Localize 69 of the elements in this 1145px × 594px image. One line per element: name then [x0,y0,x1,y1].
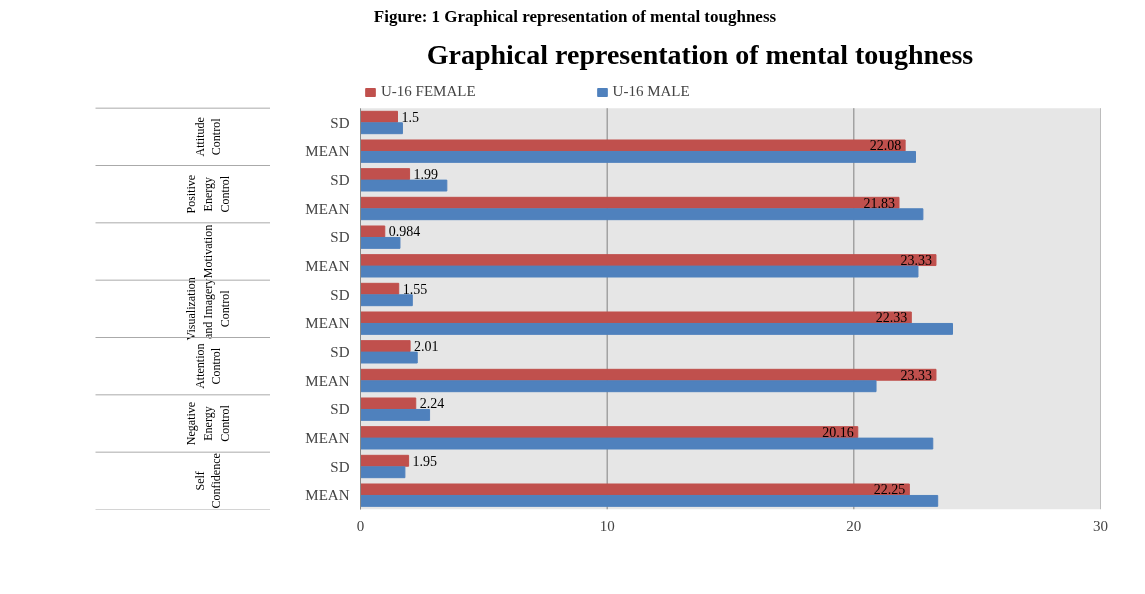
text: Attention Control [192,343,224,389]
legend-label: U-16 MALE [612,83,690,100]
y-tick-label: MEAN [305,257,350,274]
bar [360,110,398,123]
bar [360,208,924,221]
text: Positive Energy Control [184,174,232,214]
data-label: 20.16 [822,425,854,441]
bar [360,351,418,364]
data-label: 22.25 [873,482,906,498]
data-label: 23.33 [900,253,932,269]
bar [360,265,919,278]
text: Negative Energy Control [184,401,232,446]
y-tick-label: SD [330,458,350,475]
x-tick-label: 30 [1093,517,1108,534]
bar [360,196,900,209]
bar [360,454,410,467]
y-tick-label: SD [330,114,350,131]
text: Self Confidence [192,453,224,509]
y-tick-label: SD [330,343,350,360]
chart-title: Graphical representation of mental toughness [426,38,974,72]
y-tick-label: MEAN [305,200,350,217]
y-tick-label: MEAN [305,315,350,332]
bar [360,437,934,450]
y-tick-label: MEAN [305,143,350,160]
y-tick-label: SD [330,286,350,303]
bar [360,483,910,496]
x-tick-label: 10 [599,517,615,534]
bar [360,168,411,181]
text: Motivation [201,224,215,279]
y-tick-label: MEAN [305,487,350,504]
bar [360,322,953,335]
data-label: 2.01 [414,339,439,355]
bar [360,122,403,135]
bar [360,236,401,249]
bar [360,408,431,421]
y-tick-label: MEAN [305,429,350,446]
data-label: 1.99 [413,167,439,183]
bar [360,311,912,324]
data-label: 2.24 [419,396,445,412]
data-label: 21.83 [863,195,895,211]
data-label: 1.55 [402,281,428,297]
bar [360,397,417,410]
text: Attitude Control [192,117,224,157]
data-label: 1.95 [412,453,438,469]
y-tick-label: SD [330,229,350,246]
legend-label: U-16 FEMALE [381,83,476,100]
bar [360,254,937,267]
bar [360,150,916,163]
bar [360,466,406,479]
bar [360,225,386,238]
data-label: 22.08 [869,138,902,154]
data-label: 23.33 [900,367,932,383]
bar [360,494,939,507]
bar [360,380,877,393]
y-tick-label: SD [330,171,350,188]
x-tick-label: 20 [846,517,862,534]
y-tick-label: SD [330,401,350,418]
bar [360,179,448,192]
bar [360,294,413,307]
bar [360,139,906,152]
x-tick-label: 0 [356,517,365,534]
text: Figure: 1 Graphical representation of mental toughness [373,6,777,28]
data-label: 22.33 [875,310,908,326]
bar [360,282,400,295]
y-tick-label: MEAN [305,372,350,389]
data-label: 1.5 [401,109,419,125]
bar [360,340,411,353]
bar [360,368,937,381]
data-label: 0.984 [388,224,421,240]
